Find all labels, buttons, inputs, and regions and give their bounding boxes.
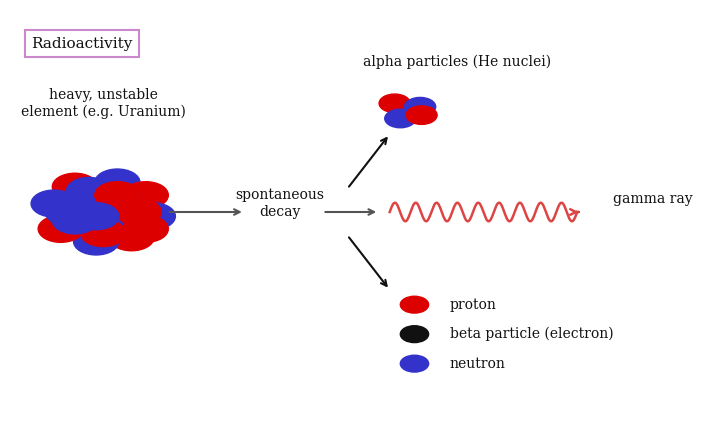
Circle shape bbox=[88, 211, 133, 238]
Text: heavy, unstable
element (e.g. Uranium): heavy, unstable element (e.g. Uranium) bbox=[21, 87, 186, 119]
Circle shape bbox=[379, 94, 410, 113]
Circle shape bbox=[73, 228, 119, 255]
Circle shape bbox=[53, 173, 98, 200]
Text: alpha particles (He nuclei): alpha particles (He nuclei) bbox=[363, 54, 551, 69]
Circle shape bbox=[116, 198, 161, 226]
Circle shape bbox=[400, 326, 428, 343]
Text: gamma ray: gamma ray bbox=[613, 192, 692, 206]
Circle shape bbox=[406, 106, 437, 124]
Text: beta particle (electron): beta particle (electron) bbox=[450, 327, 613, 341]
Circle shape bbox=[130, 203, 176, 230]
Circle shape bbox=[73, 190, 119, 217]
Circle shape bbox=[53, 207, 98, 234]
Circle shape bbox=[66, 178, 112, 204]
Text: neutron: neutron bbox=[450, 357, 505, 371]
Text: Radioactivity: Radioactivity bbox=[32, 36, 132, 50]
Circle shape bbox=[95, 169, 140, 196]
Circle shape bbox=[109, 224, 154, 251]
Circle shape bbox=[38, 215, 84, 243]
Circle shape bbox=[45, 198, 91, 226]
Circle shape bbox=[73, 203, 119, 230]
Text: proton: proton bbox=[450, 298, 497, 312]
Text: spontaneous
decay: spontaneous decay bbox=[235, 188, 325, 219]
Circle shape bbox=[31, 190, 76, 217]
Circle shape bbox=[81, 220, 126, 246]
Circle shape bbox=[102, 194, 147, 221]
Circle shape bbox=[95, 181, 140, 209]
Circle shape bbox=[123, 181, 168, 209]
Circle shape bbox=[400, 355, 428, 372]
Circle shape bbox=[123, 215, 168, 243]
Circle shape bbox=[400, 296, 428, 313]
Circle shape bbox=[405, 98, 436, 116]
Circle shape bbox=[59, 207, 104, 234]
Circle shape bbox=[384, 109, 416, 128]
